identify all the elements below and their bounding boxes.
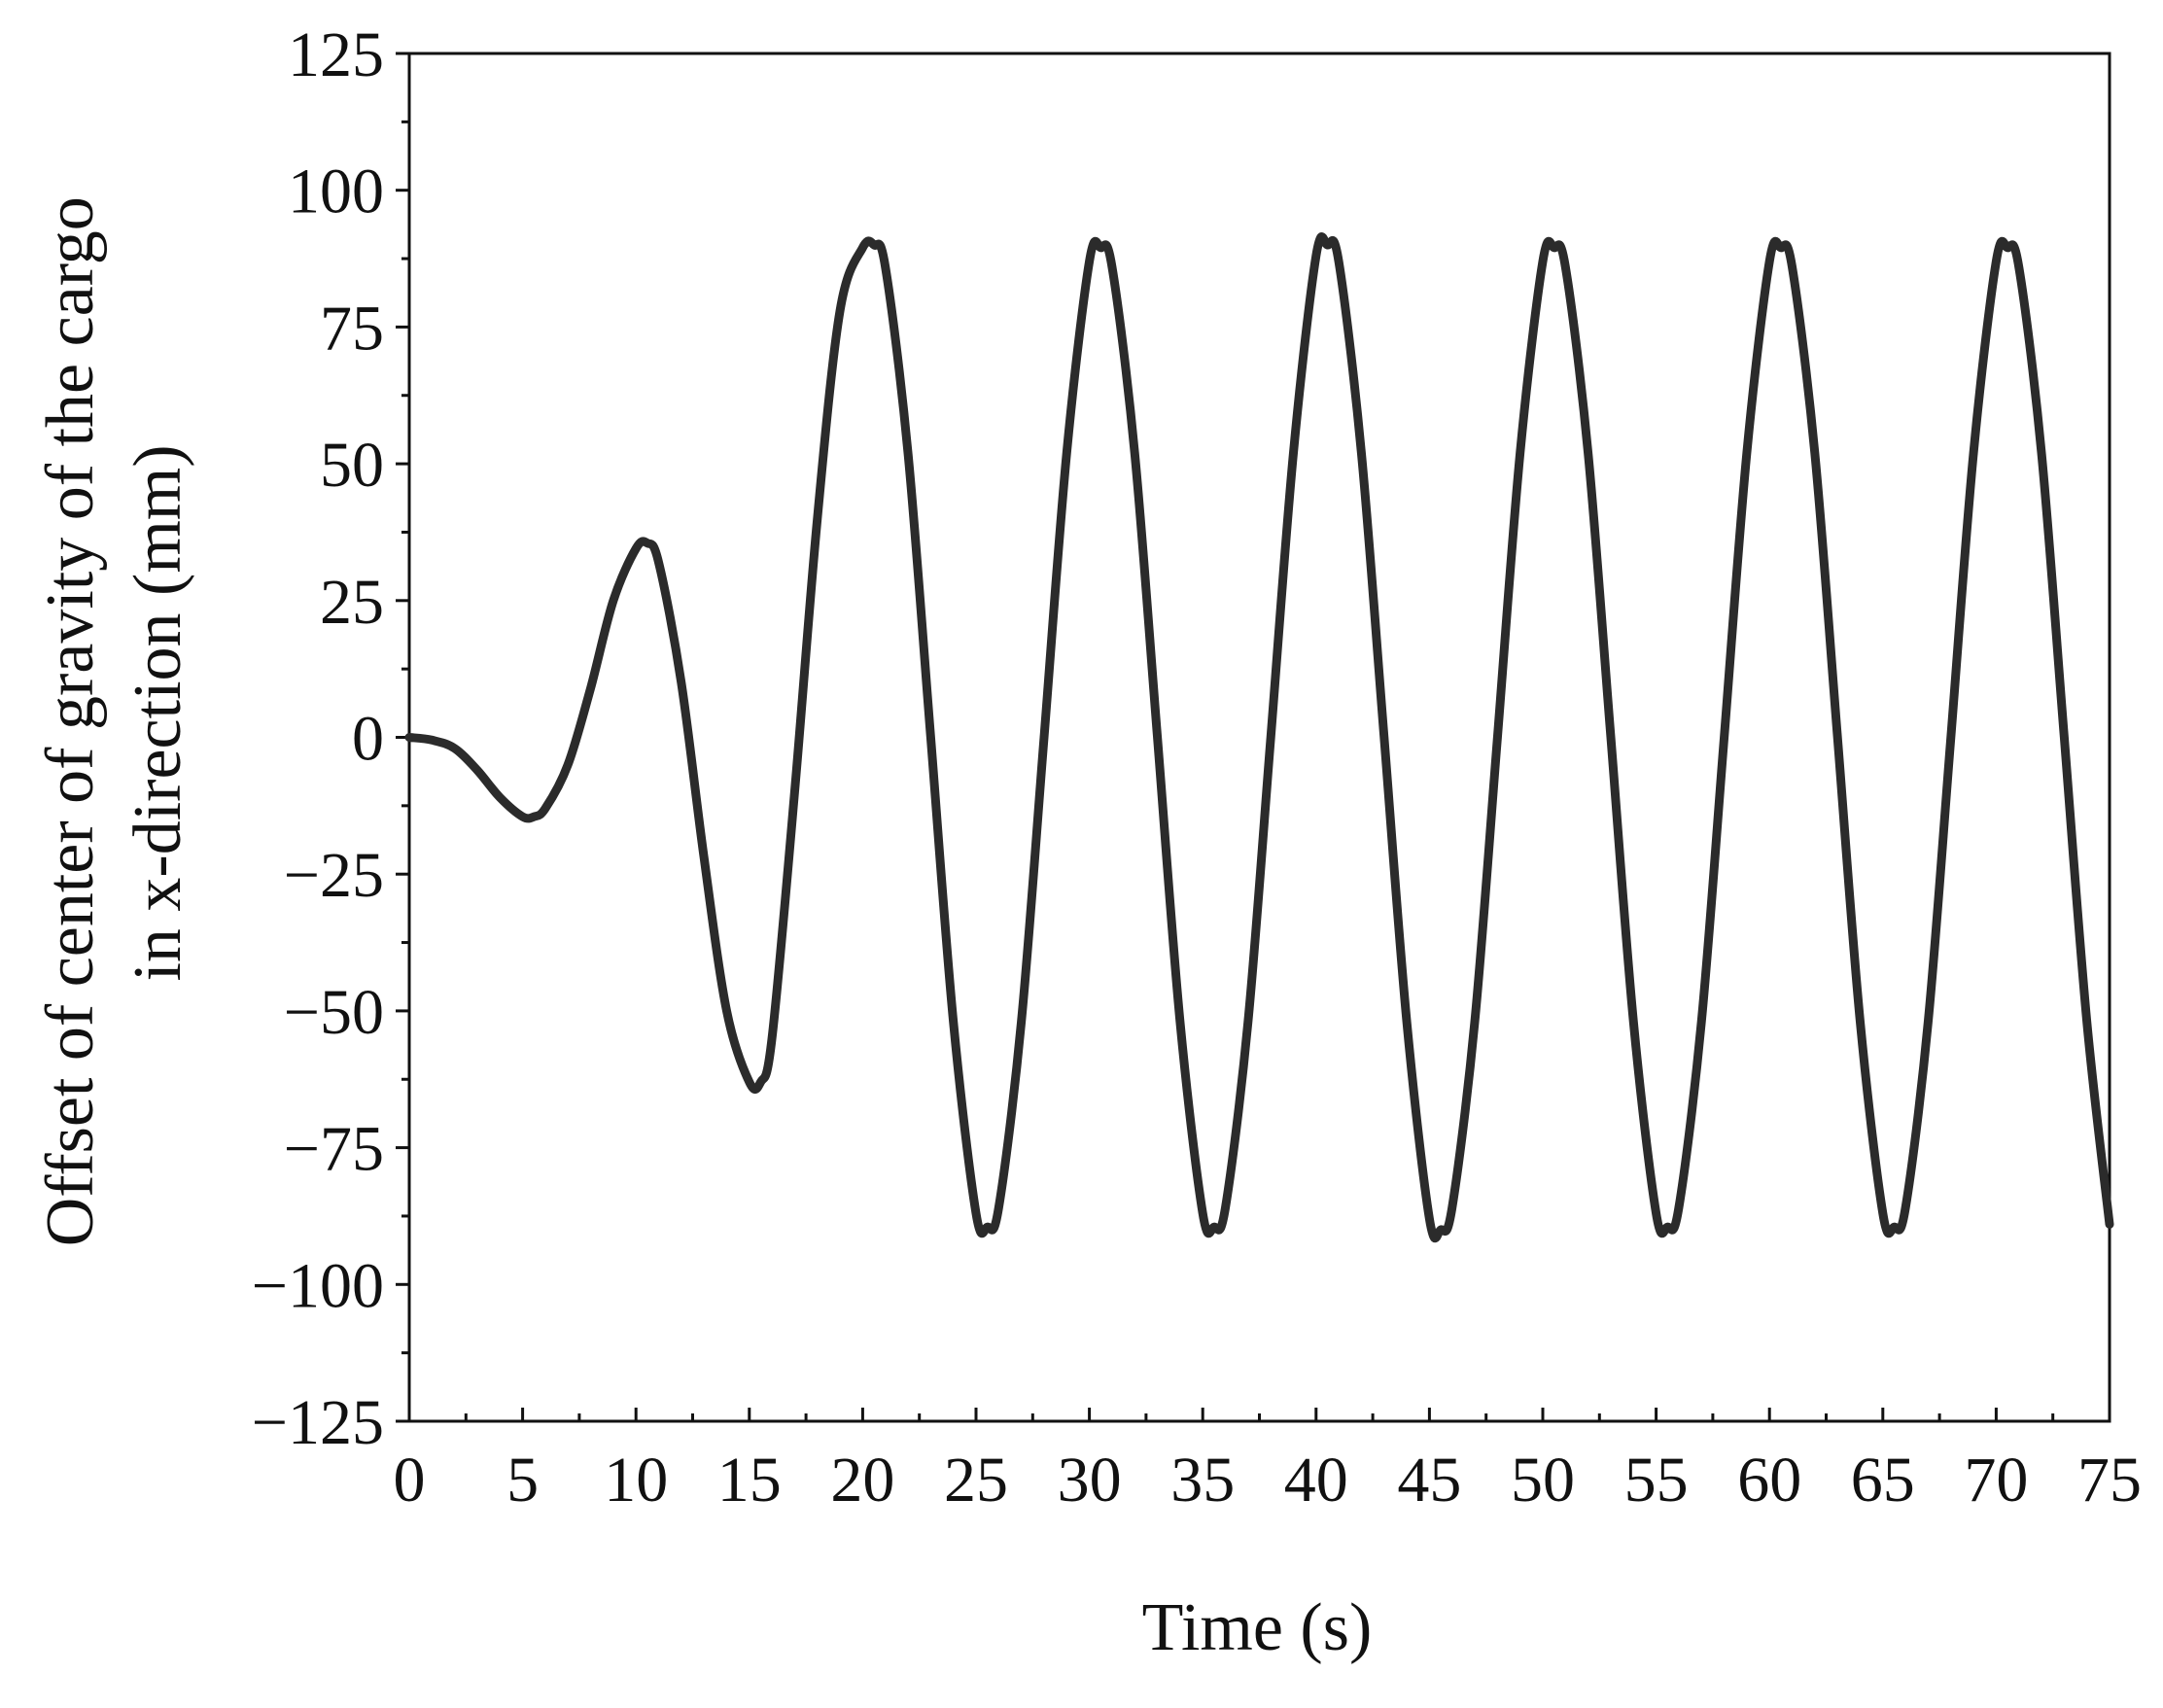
y-axis-ticks: −125 −100 −75 −50 −25 0 25 50 75 100 125 xyxy=(252,19,409,1458)
y-tick-label: 25 xyxy=(320,567,384,638)
y-axis-title: Offset of center of gravity of the cargo… xyxy=(33,180,195,1247)
y-tick-label: −100 xyxy=(252,1250,384,1321)
y-axis-title-line-2: in x-direction (mm) xyxy=(121,444,195,981)
x-tick-label: 0 xyxy=(394,1445,426,1516)
x-tick-label: 35 xyxy=(1170,1445,1235,1516)
series-layer xyxy=(404,232,2114,1242)
x-tick-label: 5 xyxy=(506,1445,539,1516)
x-tick-label: 70 xyxy=(1964,1445,2028,1516)
x-axis-title: Time (s) xyxy=(1142,1590,1373,1665)
y-tick-label: 75 xyxy=(320,293,384,364)
x-tick-label: 15 xyxy=(717,1445,782,1516)
x-tick-label: 10 xyxy=(604,1445,668,1516)
y-tick-label: −50 xyxy=(284,977,384,1048)
x-tick-label: 20 xyxy=(830,1445,894,1516)
x-tick-label: 40 xyxy=(1284,1445,1348,1516)
y-tick-label: −75 xyxy=(284,1114,384,1185)
y-tick-label: 0 xyxy=(352,704,384,775)
x-tick-label: 75 xyxy=(2077,1445,2142,1516)
y-tick-label: −25 xyxy=(284,840,384,911)
x-tick-label: 55 xyxy=(1624,1445,1689,1516)
x-tick-label: 30 xyxy=(1058,1445,1122,1516)
x-tick-label: 65 xyxy=(1851,1445,1915,1516)
x-tick-label: 50 xyxy=(1511,1445,1575,1516)
x-axis-ticks: 0 5 10 15 20 25 30 35 40 45 50 55 60 65 70 75 xyxy=(394,1408,2142,1516)
x-tick-label: 60 xyxy=(1737,1445,1801,1516)
y-axis-title-line-1: Offset of center of gravity of the cargo xyxy=(33,196,108,1246)
y-tick-label: 100 xyxy=(288,157,384,227)
series-line xyxy=(404,232,2114,1242)
x-tick-label: 25 xyxy=(944,1445,1008,1516)
x-tick-label: 45 xyxy=(1397,1445,1461,1516)
y-tick-label: 50 xyxy=(320,430,384,501)
y-tick-label: 125 xyxy=(288,19,384,90)
y-tick-label: −125 xyxy=(252,1387,384,1458)
